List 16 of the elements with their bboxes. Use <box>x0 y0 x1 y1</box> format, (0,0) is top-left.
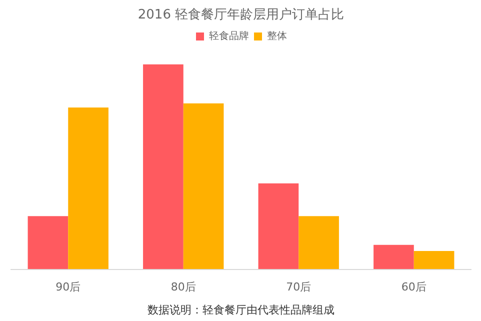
chart-title: 2016 轻食餐厅年龄层用户订单占比 <box>138 8 344 22</box>
bar <box>183 103 224 270</box>
x-tick-label: 70后 <box>286 280 312 294</box>
bar <box>374 244 414 270</box>
text: 数据说明：轻食餐厅由代表性品牌组成 <box>148 304 334 316</box>
bar <box>258 183 299 270</box>
bar <box>28 216 68 270</box>
x-tick-label: 60后 <box>401 280 426 294</box>
x-tick-label: 90后 <box>56 280 81 294</box>
bar <box>298 216 339 270</box>
legend-label: 轻食品牌 <box>209 30 249 43</box>
bar <box>414 251 454 270</box>
bar <box>143 64 184 270</box>
legend-label: 整体 <box>267 30 287 43</box>
x-tick-label: 80后 <box>170 280 196 294</box>
bar <box>68 107 108 270</box>
